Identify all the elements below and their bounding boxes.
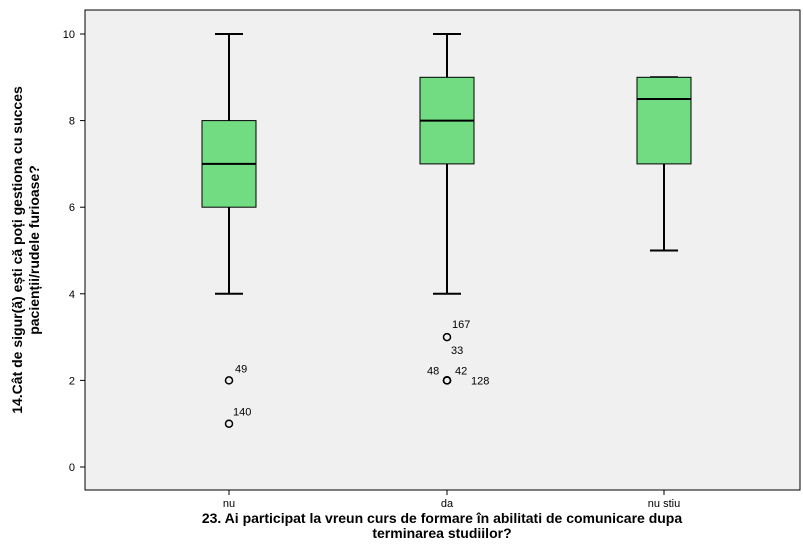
x-axis-title-line-2: terminarea studiilor? bbox=[372, 525, 511, 541]
box-2 bbox=[636, 76, 692, 252]
box-1: 167 48 42 128 33 bbox=[419, 33, 489, 387]
x-tick-label-0: nu bbox=[223, 498, 235, 510]
outlier-label: 33 bbox=[451, 345, 463, 357]
x-axis: nu da nu stiu bbox=[223, 490, 680, 510]
x-axis-title-line-1: 23. Ai participat la vreun curs de forma… bbox=[202, 510, 683, 526]
outlier-label: 48 bbox=[427, 365, 439, 377]
y-tick-label-8: 8 bbox=[69, 116, 75, 128]
outlier-point bbox=[442, 332, 452, 342]
y-tick-label-0: 0 bbox=[69, 462, 75, 474]
y-tick-label-10: 10 bbox=[63, 29, 75, 41]
box-0: 49 140 bbox=[201, 33, 257, 428]
x-tick-label-1: da bbox=[441, 498, 454, 510]
y-axis: 0 2 4 6 8 10 bbox=[63, 29, 85, 474]
outlier-label: 167 bbox=[452, 319, 470, 331]
outlier-point bbox=[224, 419, 234, 428]
y-axis-title-line-2: pacienții/rudele furioase? bbox=[26, 165, 42, 335]
y-tick-label-6: 6 bbox=[69, 202, 75, 214]
outlier-label: 49 bbox=[235, 363, 247, 375]
y-tick-label-2: 2 bbox=[69, 375, 75, 387]
outlier-label: 42 bbox=[455, 365, 467, 377]
boxes-group: 49 140 167 48 42 128 33 bbox=[201, 33, 692, 428]
outlier-label: 140 bbox=[233, 407, 251, 419]
outlier-label: 128 bbox=[471, 375, 489, 387]
y-tick-label-4: 4 bbox=[69, 289, 75, 301]
x-tick-label-2: nu stiu bbox=[648, 498, 680, 510]
outlier-point bbox=[224, 376, 234, 385]
outlier-point bbox=[442, 376, 452, 385]
y-axis-title-line-1: 14.Cât de sigur(ă) ești că poți gestiona… bbox=[9, 86, 25, 414]
box-rect bbox=[636, 76, 692, 165]
